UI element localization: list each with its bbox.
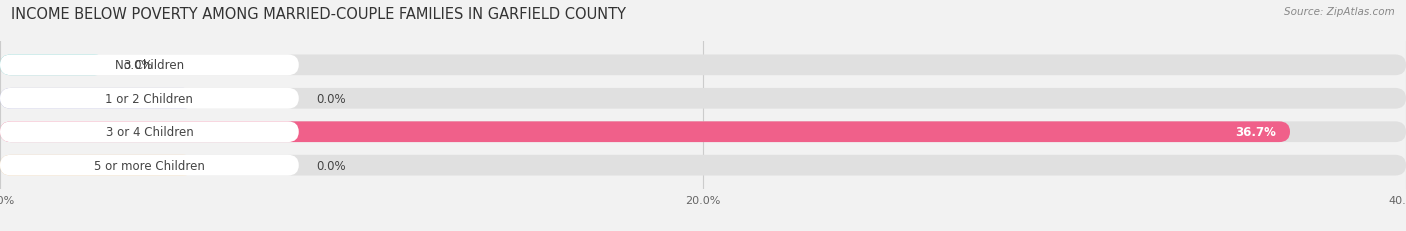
Text: 3.0%: 3.0% (124, 59, 153, 72)
Text: 0.0%: 0.0% (316, 159, 346, 172)
Text: 0.0%: 0.0% (316, 92, 346, 105)
FancyBboxPatch shape (0, 155, 1406, 176)
FancyBboxPatch shape (0, 88, 1406, 109)
FancyBboxPatch shape (0, 55, 105, 76)
Text: 36.7%: 36.7% (1234, 126, 1277, 139)
Text: No Children: No Children (115, 59, 184, 72)
Text: 1 or 2 Children: 1 or 2 Children (105, 92, 194, 105)
FancyBboxPatch shape (0, 155, 298, 176)
FancyBboxPatch shape (0, 122, 1406, 143)
FancyBboxPatch shape (0, 88, 194, 109)
FancyBboxPatch shape (0, 88, 298, 109)
FancyBboxPatch shape (0, 122, 1291, 143)
FancyBboxPatch shape (0, 155, 194, 176)
Text: Source: ZipAtlas.com: Source: ZipAtlas.com (1284, 7, 1395, 17)
FancyBboxPatch shape (0, 122, 298, 143)
FancyBboxPatch shape (0, 55, 1406, 76)
Text: 3 or 4 Children: 3 or 4 Children (105, 126, 193, 139)
FancyBboxPatch shape (0, 55, 298, 76)
Text: INCOME BELOW POVERTY AMONG MARRIED-COUPLE FAMILIES IN GARFIELD COUNTY: INCOME BELOW POVERTY AMONG MARRIED-COUPL… (11, 7, 626, 22)
Text: 5 or more Children: 5 or more Children (94, 159, 205, 172)
